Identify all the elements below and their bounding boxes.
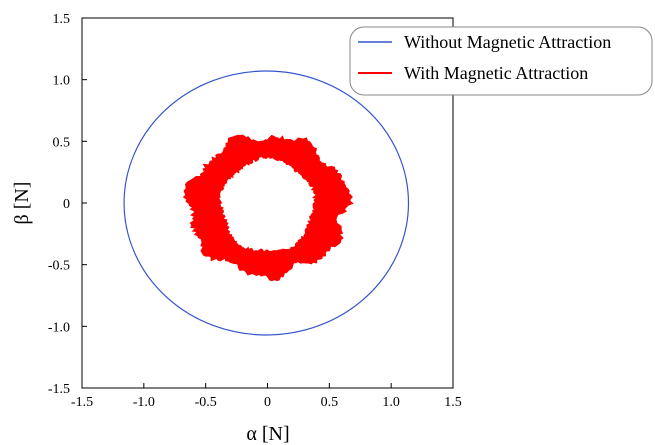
y-tick-label: -1.5 xyxy=(48,382,70,397)
x-axis-title: α [N] xyxy=(246,423,289,445)
x-tick-label: -0.5 xyxy=(195,395,217,410)
y-tick-label: 1.0 xyxy=(53,74,71,89)
y-tick-label: 1.5 xyxy=(53,12,71,27)
series-layer xyxy=(123,70,410,336)
y-tick-label: 0.5 xyxy=(53,135,71,150)
y-tick-label: -0.5 xyxy=(48,259,70,274)
y-tick-label: -1.0 xyxy=(48,320,70,335)
x-tick-label: 1.5 xyxy=(444,395,462,410)
x-tick-label: 0 xyxy=(264,395,271,410)
x-tick-label: 1.0 xyxy=(382,395,400,410)
legend-label-without: Without Magnetic Attraction xyxy=(404,32,611,52)
legend-label-with: With Magnetic Attraction xyxy=(404,63,588,83)
tick-marks xyxy=(81,17,454,389)
x-tick-label: -1.0 xyxy=(133,395,155,410)
y-axis-title: β [N] xyxy=(11,182,33,225)
x-tick-label: -1.5 xyxy=(71,395,93,410)
y-tick-labels: 1.5 1.0 0.5 0 -0.5 -1.0 -1.5 xyxy=(48,12,70,397)
y-tick-label: 0 xyxy=(63,197,70,212)
series-with-magnetic-attraction xyxy=(182,134,354,282)
legend: Without Magnetic Attraction With Magneti… xyxy=(349,26,653,96)
series-without-magnetic-attraction xyxy=(123,70,410,336)
x-tick-label: 0.5 xyxy=(321,395,339,410)
x-tick-labels: -1.5 -1.0 -0.5 0 0.5 1.0 1.5 xyxy=(71,395,462,410)
legend-box xyxy=(349,26,653,96)
